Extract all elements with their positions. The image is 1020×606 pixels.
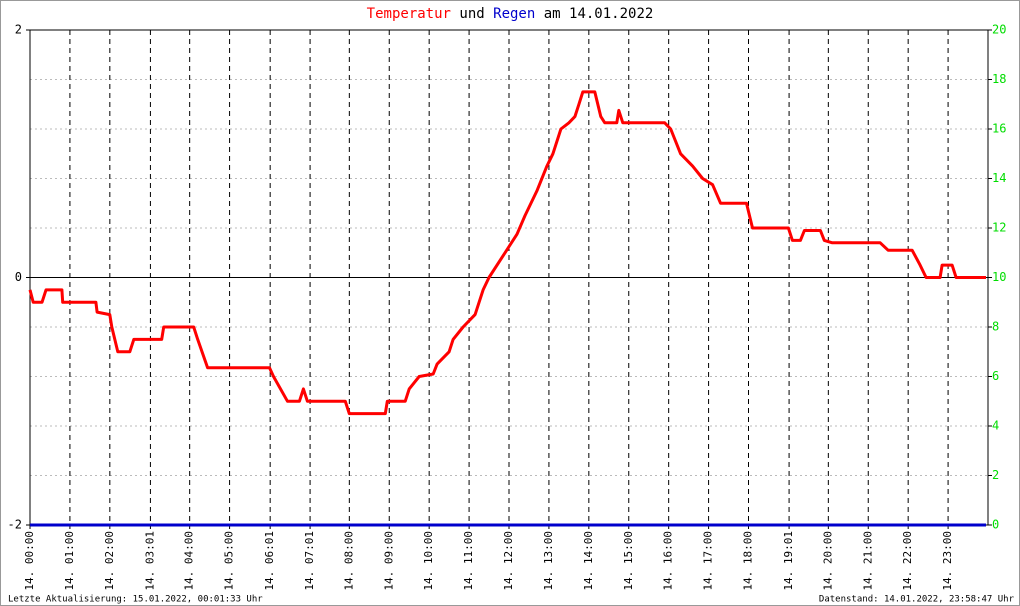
y-tick-label: -2 [8, 518, 22, 532]
x-tick-label: 14. 00:00 [23, 531, 36, 591]
x-tick-label: 14. 20:00 [821, 531, 834, 591]
chart-title: Temperatur und Regen am 14.01.2022 [367, 6, 654, 22]
y2-tick-label: 14 [992, 171, 1006, 185]
y2-tick-label: 10 [992, 270, 1006, 284]
x-tick-label: 14. 05:00 [223, 531, 236, 591]
title-series-2: Regen [493, 6, 535, 22]
y2-tick-label: 8 [992, 320, 999, 334]
x-tick-label: 14. 13:00 [542, 531, 555, 591]
x-tick-label: 14. 02:00 [103, 531, 116, 591]
x-tick-label: 14. 18:00 [742, 531, 755, 591]
y2-tick-label: 6 [992, 369, 999, 383]
footer-left: Letzte Aktualisierung: 15.01.2022, 00:01… [8, 595, 263, 605]
y2-tick-label: 16 [992, 122, 1006, 136]
x-tick-label: 14. 22:00 [901, 531, 914, 591]
x-tick-label: 14. 17:00 [702, 531, 715, 591]
title-series-1: Temperatur [367, 6, 451, 22]
y2-tick-label: 18 [992, 72, 1006, 86]
footer-right: Datenstand: 14.01.2022, 23:58:47 Uhr [819, 595, 1015, 605]
x-tick-label: 14. 14:00 [582, 531, 595, 591]
y2-tick-label: 12 [992, 221, 1006, 235]
x-tick-label: 14. 11:00 [462, 531, 475, 591]
y-tick-label: 0 [15, 270, 22, 284]
y2-tick-label: 20 [992, 23, 1006, 37]
x-tick-label: 14. 09:00 [382, 531, 395, 591]
y2-tick-label: 2 [992, 468, 999, 482]
y2-tick-label: 0 [992, 518, 999, 532]
x-tick-label: 14. 07:01 [303, 531, 316, 591]
x-tick-label: 14. 10:00 [422, 531, 435, 591]
x-tick-label: 14. 04:00 [183, 531, 196, 591]
x-tick-label: 14. 08:00 [342, 531, 355, 591]
x-tick-label: 14. 23:00 [941, 531, 954, 591]
x-tick-label: 14. 15:00 [622, 531, 635, 591]
title-connector: und [459, 6, 484, 22]
x-tick-label: 14. 03:01 [143, 531, 156, 591]
x-tick-label: 14. 06:01 [263, 531, 276, 591]
x-tick-label: 14. 01:00 [63, 531, 76, 591]
x-tick-label: 14. 21:00 [861, 531, 874, 591]
series-line [28, 90, 986, 416]
x-tick-label: 14. 19:01 [782, 531, 795, 591]
x-tick-label: 14. 12:00 [502, 531, 515, 591]
y2-tick-label: 4 [992, 419, 999, 433]
y-tick-label: 2 [15, 23, 22, 37]
x-tick-label: 14. 16:00 [662, 531, 675, 591]
title-suffix: am 14.01.2022 [544, 6, 654, 22]
